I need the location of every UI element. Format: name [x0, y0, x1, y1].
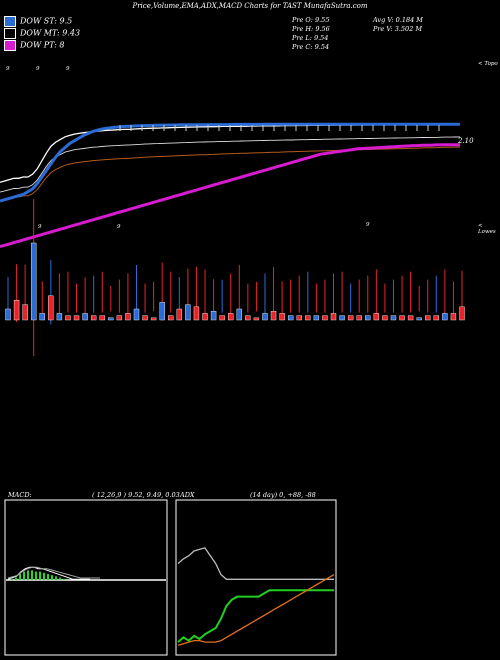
adx-frame — [175, 499, 337, 656]
volume-bar — [202, 313, 208, 321]
volume-bar — [73, 315, 80, 321]
volume-bar — [450, 313, 457, 321]
volume-bar — [193, 306, 200, 321]
volume-bar — [142, 315, 148, 321]
volume-bar — [22, 304, 28, 321]
volume-bar — [245, 315, 251, 321]
legend-dow-pt: DOW PT: 8 — [4, 40, 65, 51]
macd-label: MACD: — [8, 491, 32, 499]
macd-line — [7, 566, 90, 580]
volume-bar — [185, 304, 191, 321]
top-label: < Topo — [478, 61, 498, 67]
chart-title: Price,Volume,EMA,ADX,MACD Charts for TAS… — [132, 2, 368, 10]
stat-avg-volume: Avg V: 0.184 M — [373, 16, 423, 24]
legend-dow-mt: DOW MT: 9.43 — [4, 28, 80, 39]
volume-bar — [108, 317, 114, 321]
volume-bar — [287, 315, 294, 321]
volume-bar — [425, 315, 431, 321]
volume-bar — [356, 315, 362, 321]
volume-bar — [279, 313, 285, 321]
volume-bar — [339, 315, 345, 321]
legend-dow-st: DOW ST: 9.5 — [4, 16, 72, 27]
volume-bar — [322, 315, 328, 321]
volume-bar — [373, 313, 380, 321]
legend-dow-st-label: DOW ST: 9.5 — [20, 16, 73, 26]
volume-bar — [219, 315, 225, 321]
volume-bar — [382, 315, 388, 321]
legend-swatch — [4, 28, 16, 39]
volume-bar — [65, 315, 71, 321]
volume-bar — [5, 308, 11, 321]
stat-close: Pre C: 9.54 — [292, 43, 330, 51]
time-mark: 9 — [36, 66, 40, 72]
volume-bar — [433, 315, 440, 321]
volume-bar — [296, 315, 302, 321]
adx-series-line — [177, 547, 334, 580]
legend-swatch — [4, 16, 16, 27]
macd-signal-line — [7, 566, 100, 579]
volume-bar — [13, 300, 20, 321]
volume-bar — [399, 315, 405, 321]
volume-bar — [56, 313, 63, 321]
volume-bar — [210, 311, 217, 321]
time-mark: 9 — [66, 66, 70, 72]
volume-bar — [407, 315, 414, 321]
volume-bar — [228, 313, 234, 321]
legend-dow-pt-label: DOW PT: 8 — [20, 40, 65, 50]
stat-open: Pre O: 9.55 — [292, 16, 330, 24]
volume-bar — [125, 313, 131, 321]
volume-bar — [133, 308, 140, 321]
adx-params: (14 day) 0, +88, -88 — [250, 491, 316, 499]
ema-line — [0, 136, 460, 193]
macd-params: ( 12,26,9 ) 9.52, 9.49, 0.03 — [92, 491, 180, 499]
volume-bar — [270, 311, 277, 321]
volume-bar — [390, 315, 397, 321]
volume-bar — [30, 242, 37, 321]
volume-bar — [99, 315, 105, 321]
series-line — [0, 143, 460, 249]
volume-bar — [90, 315, 97, 321]
last-value-label: 2.10 — [458, 137, 474, 145]
volume-bar — [416, 317, 422, 321]
stat-high: Pre H: 9.56 — [292, 25, 330, 33]
volume-bar — [305, 315, 311, 321]
volume-bar — [253, 317, 260, 321]
ema-line — [0, 146, 461, 201]
volume-bar — [330, 313, 337, 321]
volume-bar — [347, 315, 354, 321]
volume-bar — [82, 313, 88, 321]
legend-dow-mt-label: DOW MT: 9.43 — [20, 28, 81, 38]
volume-bar — [150, 317, 157, 321]
time-mark: 9 — [6, 66, 10, 72]
stat-low: Pre L: 9.54 — [292, 34, 329, 42]
time-mark: 9 — [366, 222, 370, 228]
volume-bar — [236, 308, 242, 321]
time-mark: 9 — [117, 224, 121, 230]
volume-bar — [176, 308, 183, 321]
adx-label: ADX — [180, 491, 195, 499]
stat-prev-volume: Pre V: 3.502 M — [373, 25, 423, 33]
bottom-label: < Lowes — [478, 223, 496, 235]
volume-bar — [365, 315, 371, 321]
volume-bar — [442, 313, 448, 321]
volume-bar — [48, 295, 54, 321]
volume-bar — [168, 315, 174, 321]
volume-bar — [159, 302, 165, 321]
volume-bar — [459, 306, 465, 321]
time-mark: 9 — [38, 224, 42, 230]
series-line — [0, 122, 460, 203]
volume-bar — [116, 315, 123, 321]
volume-bar — [39, 313, 45, 321]
volume-bar — [313, 315, 320, 321]
adx-series-line — [177, 574, 335, 646]
volume-bar — [262, 313, 268, 321]
legend-swatch — [4, 40, 16, 51]
